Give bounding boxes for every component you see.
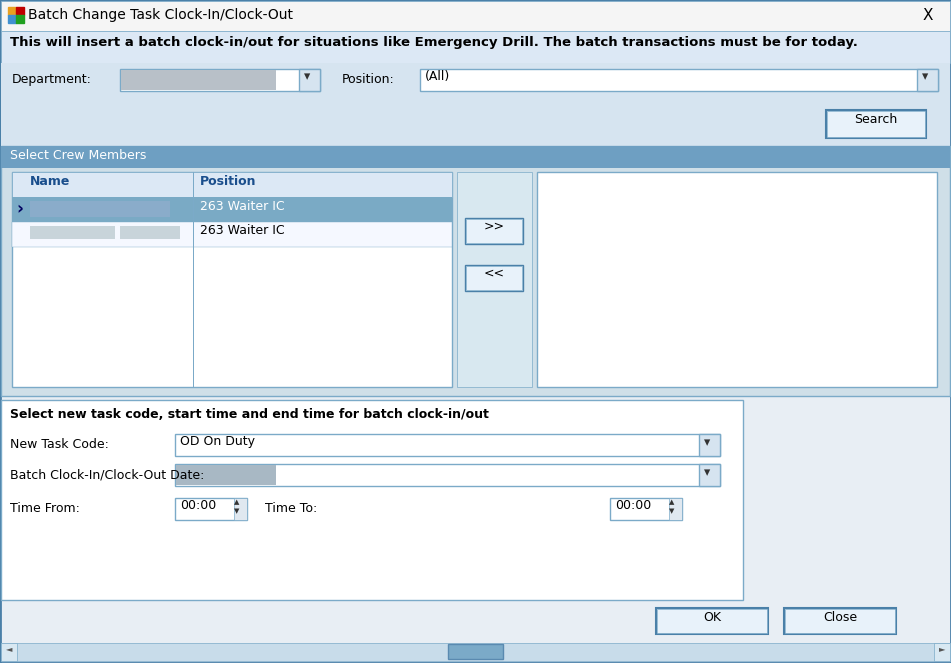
Bar <box>1 101 950 146</box>
Text: Name: Name <box>30 175 70 188</box>
Text: Select new task code, start time and end time for batch clock-in/out: Select new task code, start time and end… <box>10 408 489 421</box>
Text: ▾: ▾ <box>704 466 710 479</box>
Bar <box>12 172 452 197</box>
Text: <<: << <box>483 267 504 280</box>
Bar <box>465 265 523 291</box>
Text: Time To:: Time To: <box>265 502 318 515</box>
Text: ▾: ▾ <box>704 436 710 449</box>
Bar <box>1 643 950 661</box>
Bar <box>193 172 194 387</box>
Bar <box>299 69 320 91</box>
Bar <box>12 172 452 387</box>
Text: 00:00: 00:00 <box>180 499 216 512</box>
Bar <box>120 69 320 91</box>
Text: Search: Search <box>854 113 898 126</box>
Bar <box>466 266 522 290</box>
Text: OD On Duty: OD On Duty <box>180 435 255 448</box>
Text: ◄: ◄ <box>6 644 12 653</box>
Text: Select Crew Members: Select Crew Members <box>10 149 146 162</box>
Text: OK: OK <box>703 611 721 624</box>
Text: X: X <box>922 8 933 23</box>
Bar <box>656 608 768 634</box>
Bar <box>610 498 682 520</box>
Bar <box>1 1 950 31</box>
Text: Position:: Position: <box>342 73 395 86</box>
Bar <box>175 498 247 520</box>
Text: ▼: ▼ <box>234 508 240 514</box>
Text: Close: Close <box>823 611 857 624</box>
Bar <box>1 31 950 63</box>
Text: Time From:: Time From: <box>10 502 80 515</box>
Bar <box>121 70 276 90</box>
Text: ▲: ▲ <box>234 499 240 505</box>
Bar <box>16 15 24 23</box>
Bar <box>669 498 682 520</box>
Text: 263 Waiter IC: 263 Waiter IC <box>200 200 284 213</box>
Bar <box>826 110 926 138</box>
Bar <box>448 644 503 659</box>
Bar <box>657 609 767 633</box>
Bar <box>699 434 720 456</box>
Bar <box>537 172 937 387</box>
Text: Batch Clock-In/Clock-Out Date:: Batch Clock-In/Clock-Out Date: <box>10 468 204 481</box>
Bar <box>176 465 276 485</box>
Bar <box>12 197 452 222</box>
Text: ▼: ▼ <box>670 508 674 514</box>
Bar <box>784 608 896 634</box>
Bar <box>699 464 720 486</box>
Text: New Task Code:: New Task Code: <box>10 438 108 451</box>
Bar <box>8 7 16 15</box>
Bar <box>457 172 532 387</box>
Bar <box>30 226 115 239</box>
Bar <box>420 69 938 91</box>
Text: ›: › <box>16 200 23 218</box>
Bar <box>917 69 938 91</box>
Bar <box>1 63 950 101</box>
Bar <box>934 643 950 661</box>
Bar <box>1 146 950 168</box>
Text: Position: Position <box>200 175 257 188</box>
Text: ▲: ▲ <box>670 499 674 505</box>
Bar <box>30 201 170 217</box>
Text: 263 Waiter IC: 263 Waiter IC <box>200 224 284 237</box>
Text: >>: >> <box>483 220 504 233</box>
Bar <box>234 498 247 520</box>
Bar <box>466 219 522 243</box>
Text: 00:00: 00:00 <box>615 499 651 512</box>
Bar <box>827 111 925 137</box>
Bar <box>465 218 523 244</box>
Text: ▾: ▾ <box>922 70 928 83</box>
Bar <box>1 400 743 600</box>
Bar <box>785 609 895 633</box>
Bar <box>120 226 180 239</box>
Bar <box>175 434 720 456</box>
Text: ▾: ▾ <box>304 70 310 83</box>
Bar <box>16 7 24 15</box>
Text: This will insert a batch clock-in/out for situations like Emergency Drill. The b: This will insert a batch clock-in/out fo… <box>10 36 858 49</box>
Bar <box>175 464 720 486</box>
Text: Department:: Department: <box>12 73 92 86</box>
Text: ►: ► <box>939 644 945 653</box>
Bar <box>1 643 17 661</box>
Text: (All): (All) <box>425 70 450 83</box>
Bar <box>8 15 16 23</box>
Bar <box>12 222 452 247</box>
Bar <box>1 146 950 396</box>
Text: Batch Change Task Clock-In/Clock-Out: Batch Change Task Clock-In/Clock-Out <box>28 8 293 22</box>
